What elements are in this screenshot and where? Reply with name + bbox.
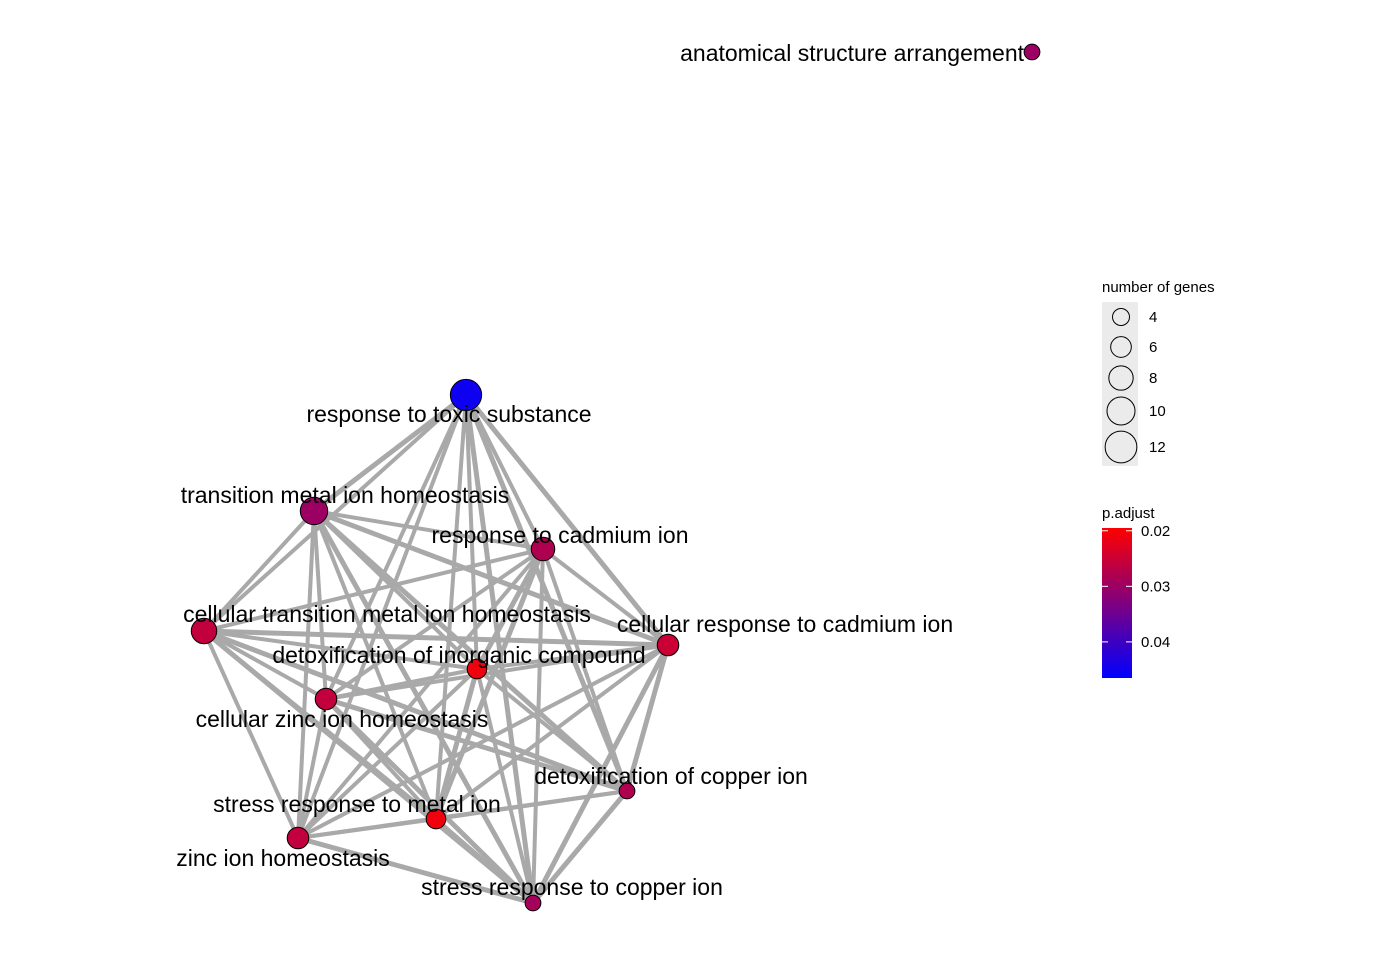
size-legend-label-8: 8 <box>1149 370 1157 387</box>
size-legend-circle-4 <box>1112 308 1130 326</box>
node-label-srmetal: stress response to metal ion <box>213 791 501 817</box>
size-legend-circle-8 <box>1108 365 1134 391</box>
edge-ctmih-crcad <box>203 628 669 648</box>
edge-ctmih-detinorg <box>203 629 478 671</box>
color-legend-label-0.02: 0.02 <box>1141 523 1170 540</box>
edge-czih-zih <box>296 698 328 839</box>
edge-tmih-zih <box>296 510 316 839</box>
node-zih <box>286 826 310 850</box>
edge-toxic-srmetal <box>434 394 468 820</box>
size-legend-label-12: 12 <box>1149 439 1166 456</box>
node-label-detcopper: detoxification of copper ion <box>534 763 808 789</box>
edge-detinorg-detcopper <box>475 667 629 793</box>
node-label-toxic: response to toxic substance <box>306 401 591 427</box>
edge-ctmih-zih <box>202 630 300 839</box>
node-cadmium <box>530 536 556 562</box>
edge-tmih-cadmium <box>313 509 544 551</box>
edge-tmih-ctmih <box>202 509 316 633</box>
node-label-srcopper: stress response to copper ion <box>421 874 723 900</box>
edge-toxic-detinorg <box>464 394 479 670</box>
size-legend-title: number of genes <box>1102 279 1215 296</box>
node-label-anatomical: anatomical structure arrangement <box>680 40 1024 66</box>
size-legend-circle-12 <box>1104 430 1138 464</box>
edge-toxic-zih <box>296 394 468 839</box>
edge-toxic-crcad <box>464 393 670 647</box>
edge-zih-srcopper <box>297 835 534 906</box>
node-tmih <box>299 496 329 526</box>
edge-layer <box>202 393 671 906</box>
edge-tmih-czih <box>312 510 328 700</box>
size-legend-label-10: 10 <box>1149 403 1166 420</box>
color-legend-label-0.04: 0.04 <box>1141 634 1170 651</box>
node-layer <box>190 43 1041 912</box>
edge-crcad-detcopper <box>624 644 671 792</box>
node-detcopper <box>618 782 636 800</box>
edge-cadmium-czih <box>324 547 545 701</box>
node-label-crcad: cellular response to cadmium ion <box>617 611 953 637</box>
node-srcopper <box>524 894 542 912</box>
node-czih <box>314 687 338 711</box>
node-ctmih <box>190 617 218 645</box>
node-label-zih: zinc ion homeostasis <box>176 845 390 871</box>
edge-detinorg-czih <box>325 667 478 701</box>
edge-cadmium-srcopper <box>531 548 545 904</box>
size-legend-circle-6 <box>1110 336 1132 358</box>
edge-toxic-detcopper <box>463 394 630 792</box>
edge-detinorg-srmetal <box>433 668 480 820</box>
color-legend-bar <box>1102 528 1132 678</box>
color-legend-title: p.adjust <box>1102 505 1155 522</box>
edge-ctmih-czih <box>203 629 327 701</box>
edge-ctmih-detcopper <box>203 628 628 794</box>
edge-cadmium-srmetal <box>433 548 546 820</box>
node-srmetal <box>425 808 447 830</box>
node-crcad <box>656 633 680 657</box>
edge-czih-detcopper <box>325 696 628 794</box>
node-label-ctmih: cellular transition metal ion homeostasi… <box>183 601 591 627</box>
edge-toxic-czih <box>324 394 468 700</box>
edge-crcad-zih <box>297 643 669 840</box>
node-detinorg <box>466 658 488 680</box>
node-label-cadmium: response to cadmium ion <box>432 522 689 548</box>
color-legend-ticks: 0.02 0.03 0.04 <box>1102 523 1170 651</box>
edge-srmetal-zih <box>297 817 437 840</box>
size-legend-label-4: 4 <box>1149 309 1157 326</box>
edge-cadmium-detinorg <box>474 547 546 671</box>
edge-detinorg-zih <box>296 667 479 840</box>
label-layer: anatomical structure arrangement response… <box>176 40 1024 900</box>
color-legend-label-0.03: 0.03 <box>1141 578 1170 595</box>
edge-crcad-srcopper <box>530 643 671 905</box>
node-toxic <box>449 378 483 412</box>
edge-tmih-detcopper <box>312 509 629 793</box>
edge-czih-srcopper <box>324 697 535 905</box>
edge-cadmium-ctmih <box>203 547 544 633</box>
edge-detcopper-srcopper <box>531 789 629 905</box>
size-legend-circle-10 <box>1106 396 1136 426</box>
node-label-tmih: transition metal ion homeostasis <box>181 482 510 508</box>
size-legend-label-6: 6 <box>1149 339 1157 356</box>
edge-srmetal-srcopper <box>434 817 535 905</box>
edge-crcad-czih <box>325 643 669 701</box>
edge-detinorg-srcopper <box>475 668 535 904</box>
edge-tmih-srcopper <box>311 509 536 905</box>
edge-toxic-srcopper <box>463 394 536 904</box>
edge-toxic-tmih <box>312 393 468 513</box>
edge-tmih-crcad <box>313 508 669 648</box>
node-label-detinorg: detoxification of inorganic compound <box>272 642 645 668</box>
size-legend-entries: 4 6 8 10 12 <box>1104 308 1166 464</box>
node-anatomical <box>1023 43 1041 61</box>
edge-cadmium-zih <box>296 547 545 840</box>
edge-cadmium-crcad <box>541 547 670 647</box>
node-label-czih: cellular zinc ion homeostasis <box>196 706 489 732</box>
